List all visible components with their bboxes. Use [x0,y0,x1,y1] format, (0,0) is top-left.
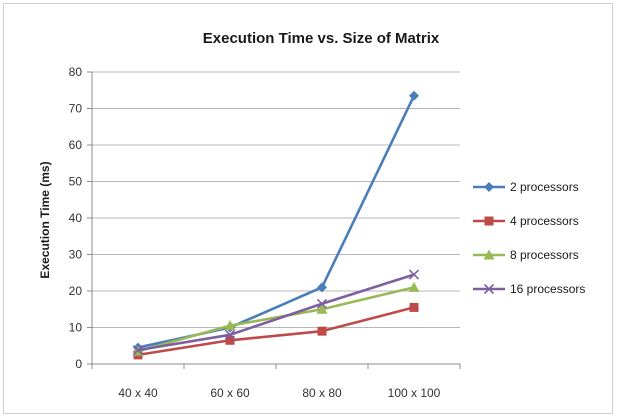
series-4 [132,269,420,356]
series-line [137,286,415,353]
data-point [132,345,144,356]
series-1 [133,90,419,353]
data-point [316,303,328,314]
data-point [409,90,419,101]
legend-item: 4 processors [473,214,579,228]
y-tick-label: 40 [69,211,83,225]
legend: 2 processors 4 processors 8 processors 16 p… [473,180,585,296]
y-tick-label: 30 [69,248,83,262]
series-group [132,90,420,360]
y-tick-label: 0 [75,357,82,371]
data-point [409,302,419,312]
data-point [224,329,236,340]
data-point [224,320,236,331]
series-line [137,306,415,357]
axes: 0 10 20 30 40 50 60 70 80 40 x 40 60 x 60 80 x 80 10… [69,65,461,400]
series-2 [133,302,419,360]
x-tick-label: 80 x 80 [302,386,342,400]
data-point [408,269,420,280]
legend-marker [484,216,494,226]
data-point [316,298,328,309]
legend-item: 16 processors [473,282,585,296]
series-line [137,273,415,352]
y-tick-label: 70 [69,102,83,116]
data-point [317,282,327,293]
data-point [408,281,420,292]
y-tick-label: 50 [69,175,83,189]
legend-label: 16 processors [510,282,585,296]
x-tick-label: 100 x 100 [388,386,441,400]
x-tick-label: 60 x 60 [210,386,250,400]
legend-label: 4 processors [510,214,579,228]
y-axis-label: Execution Time (ms) [38,161,52,278]
legend-marker [483,283,495,295]
y-tick-label: 60 [69,138,83,152]
legend-marker [484,182,494,192]
legend-label: 2 processors [510,180,579,194]
legend-label: 8 processors [510,248,579,262]
data-point [317,326,327,336]
data-point [225,335,235,345]
series-3 [132,281,420,356]
y-tick-label: 20 [69,284,83,298]
y-tick-label: 10 [69,321,83,335]
series-line [137,95,416,349]
x-tick-label: 40 x 40 [118,386,158,400]
legend-item: 2 processors [473,180,579,194]
legend-item: 8 processors [473,248,579,262]
legend-marker [483,249,495,260]
chart-title: Execution Time vs. Size of Matrix [203,30,440,47]
y-tick-label: 80 [69,65,83,79]
